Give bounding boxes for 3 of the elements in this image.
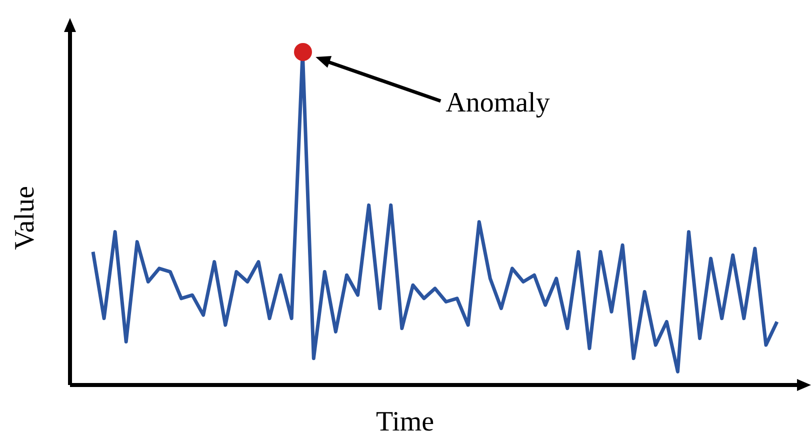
y-axis-title: Value xyxy=(9,186,40,250)
x-axis-title: Time xyxy=(376,406,434,438)
annotation: Anomaly xyxy=(446,87,550,118)
